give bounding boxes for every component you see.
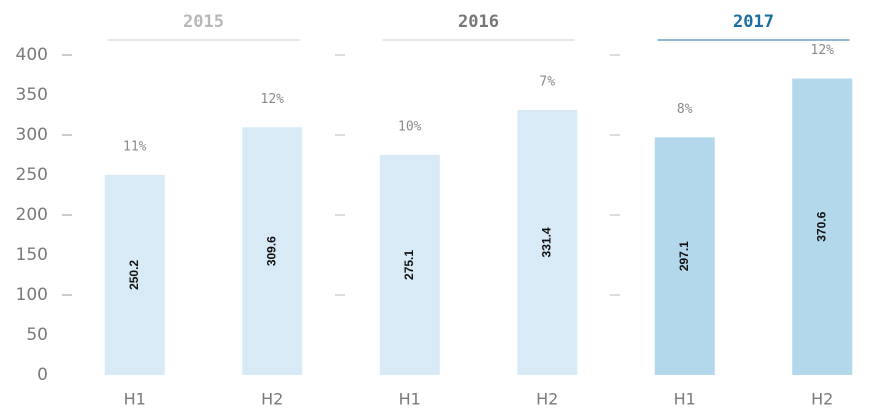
x-tick-label: H2	[261, 390, 283, 409]
y-tick-label: 300	[16, 125, 48, 145]
y-tick-label: 50	[26, 325, 48, 345]
y-tick-label: 200	[16, 205, 48, 225]
value-label: 275.1	[402, 250, 416, 280]
group-label: 2016	[458, 12, 499, 32]
annotation: 12%	[261, 92, 285, 107]
x-tick-label: H2	[536, 390, 558, 409]
y-tick-label: 0	[37, 365, 48, 385]
annotation: 12%	[811, 43, 835, 58]
value-label: 309.6	[264, 236, 278, 266]
group-label: 2017	[733, 12, 774, 32]
bar	[792, 78, 853, 376]
value-label: 331.4	[539, 227, 553, 257]
annotation: 11%	[123, 139, 147, 154]
bar	[104, 174, 165, 375]
annotation: 10%	[398, 119, 422, 134]
x-tick-label: H2	[811, 390, 833, 409]
x-tick-label: H1	[399, 390, 421, 409]
group-label: 2015	[183, 12, 224, 32]
value-label: 250.2	[127, 260, 141, 290]
value-label: 370.6	[814, 211, 828, 241]
y-tick-label: 250	[16, 165, 48, 185]
x-tick-label: H1	[674, 390, 696, 409]
bar	[654, 137, 715, 375]
value-label: 297.1	[677, 241, 691, 271]
bar	[517, 109, 578, 375]
bar	[379, 154, 440, 375]
x-tick-label: H1	[124, 390, 146, 409]
bar	[242, 127, 303, 375]
y-tick-label: 100	[16, 285, 48, 305]
annotation: 8%	[677, 102, 693, 117]
annotation: 7%	[539, 74, 555, 89]
y-tick-label: 150	[16, 245, 48, 265]
y-tick-label: 350	[16, 85, 48, 105]
y-tick-label: 400	[16, 45, 48, 65]
